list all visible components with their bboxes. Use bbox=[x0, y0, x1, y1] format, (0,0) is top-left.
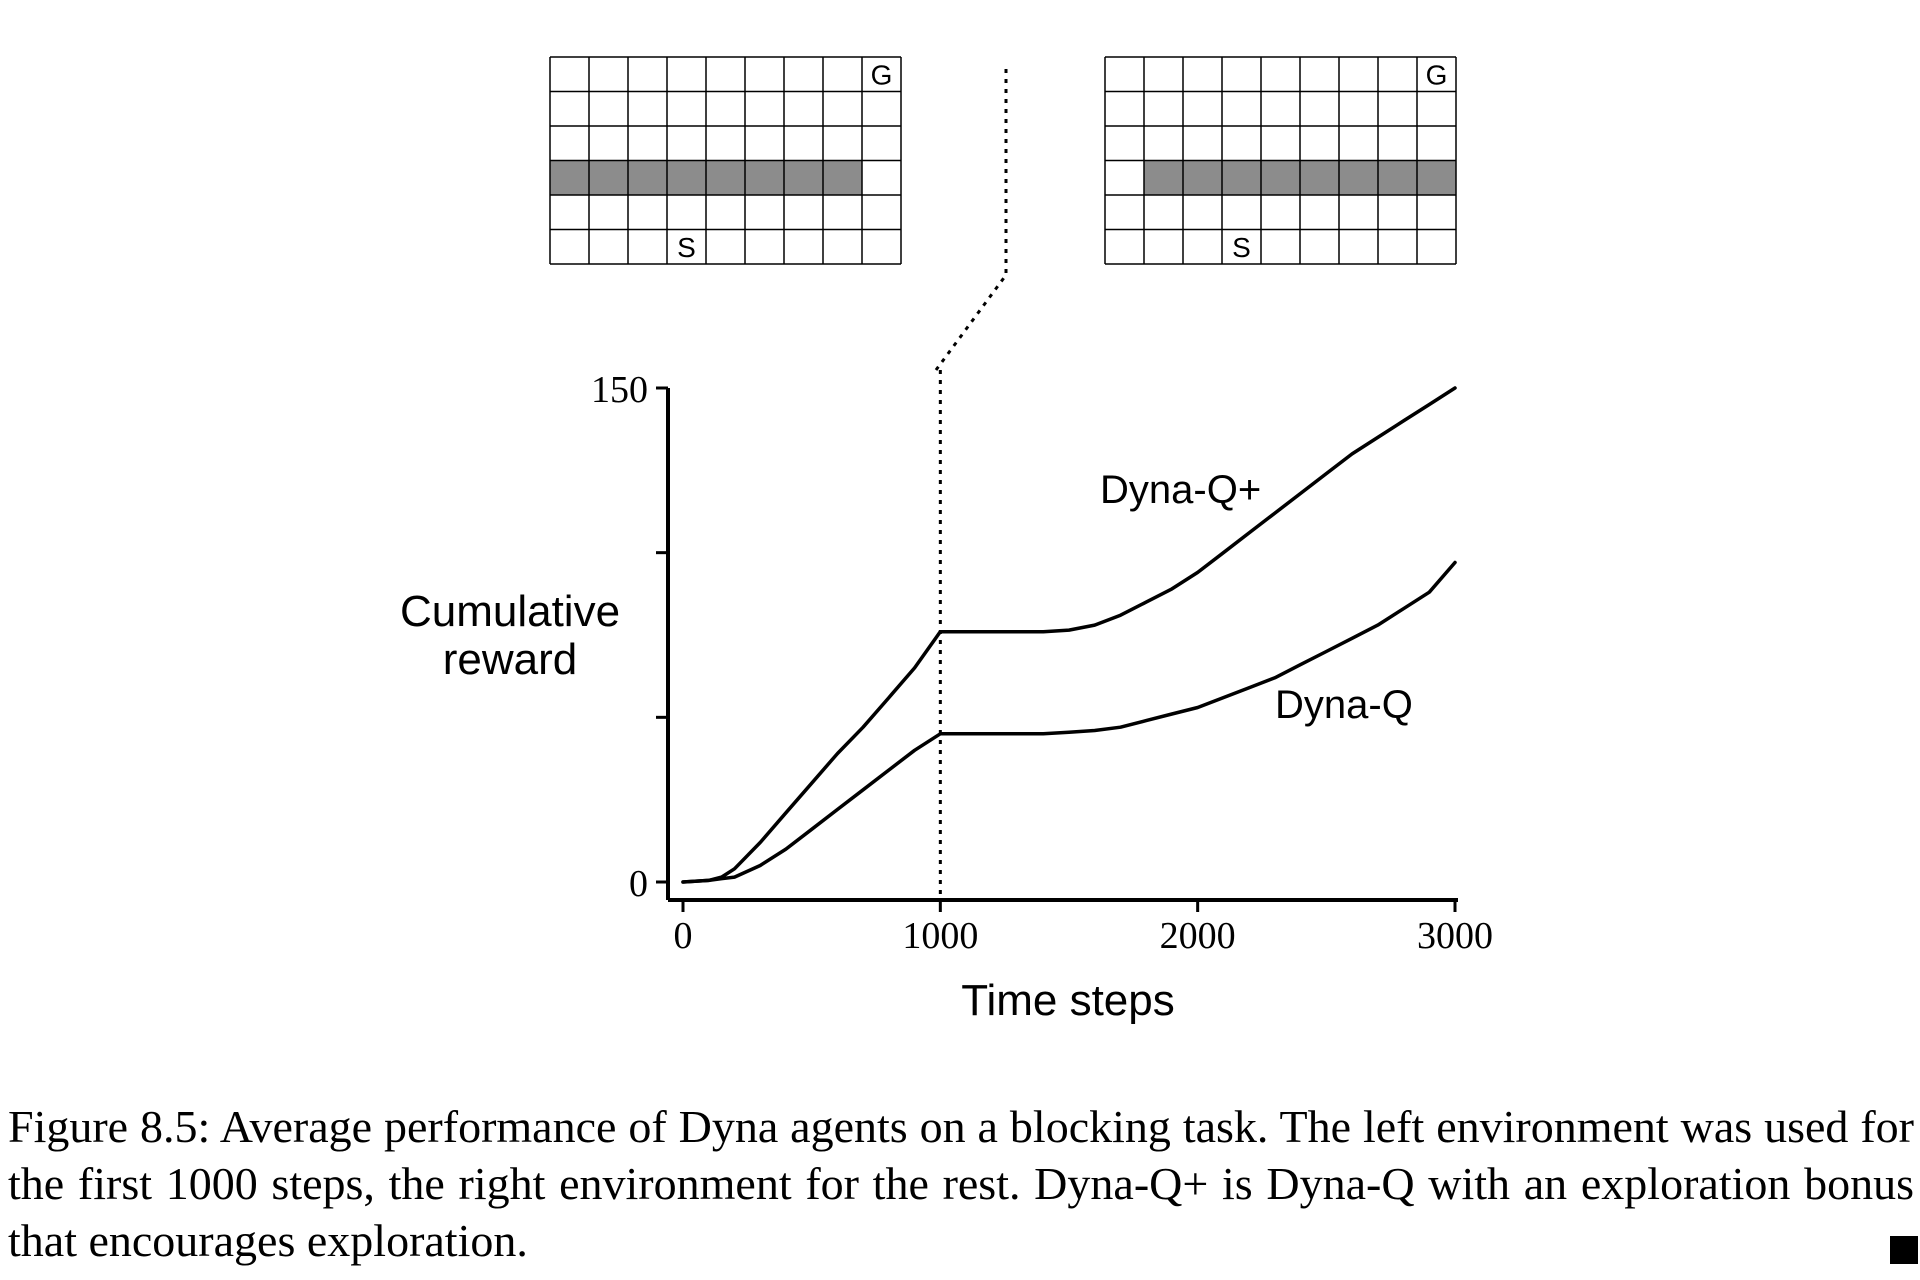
start-cell-label: S bbox=[677, 232, 696, 263]
figure-caption: Figure 8.5: Average performance of Dyna … bbox=[8, 1101, 1914, 1266]
x-tick-label: 1000 bbox=[902, 915, 978, 957]
series-line-dyna-q-plus bbox=[681, 386, 1457, 884]
y-axis-label-line-1: Cumulative bbox=[400, 587, 620, 636]
y-axis-label-line-2: reward bbox=[443, 635, 578, 684]
x-tick-label: 2000 bbox=[1160, 915, 1236, 957]
start-cell-label: S bbox=[1232, 232, 1251, 263]
cumulative-reward-plot: 0 150 0 1000 2000 3000 Dyna-Q+ Dyna-Q Cumula… bbox=[400, 369, 1493, 1025]
environment-switch-connector bbox=[934, 66, 1008, 371]
x-tick-label: 0 bbox=[674, 915, 693, 957]
gridworld-right: GS bbox=[1104, 56, 1457, 265]
y-tick-label: 150 bbox=[591, 369, 648, 411]
goal-cell-label: G bbox=[871, 59, 893, 90]
x-ticks: 0 1000 2000 3000 bbox=[674, 900, 1493, 957]
y-ticks: 0 150 bbox=[591, 369, 668, 905]
series-label-dyna-q-plus: Dyna-Q+ bbox=[1100, 468, 1261, 512]
gridworld-left: GS bbox=[549, 56, 902, 265]
goal-cell-label: G bbox=[1426, 59, 1448, 90]
series-layer bbox=[681, 386, 1457, 884]
y-tick-label: 0 bbox=[629, 863, 648, 905]
x-axis-label: Time steps bbox=[961, 976, 1175, 1025]
series-label-dyna-q: Dyna-Q bbox=[1275, 683, 1413, 727]
end-of-proof-mark bbox=[1890, 1236, 1918, 1264]
series-line-dyna-q bbox=[681, 560, 1457, 884]
x-tick-label: 3000 bbox=[1417, 915, 1493, 957]
